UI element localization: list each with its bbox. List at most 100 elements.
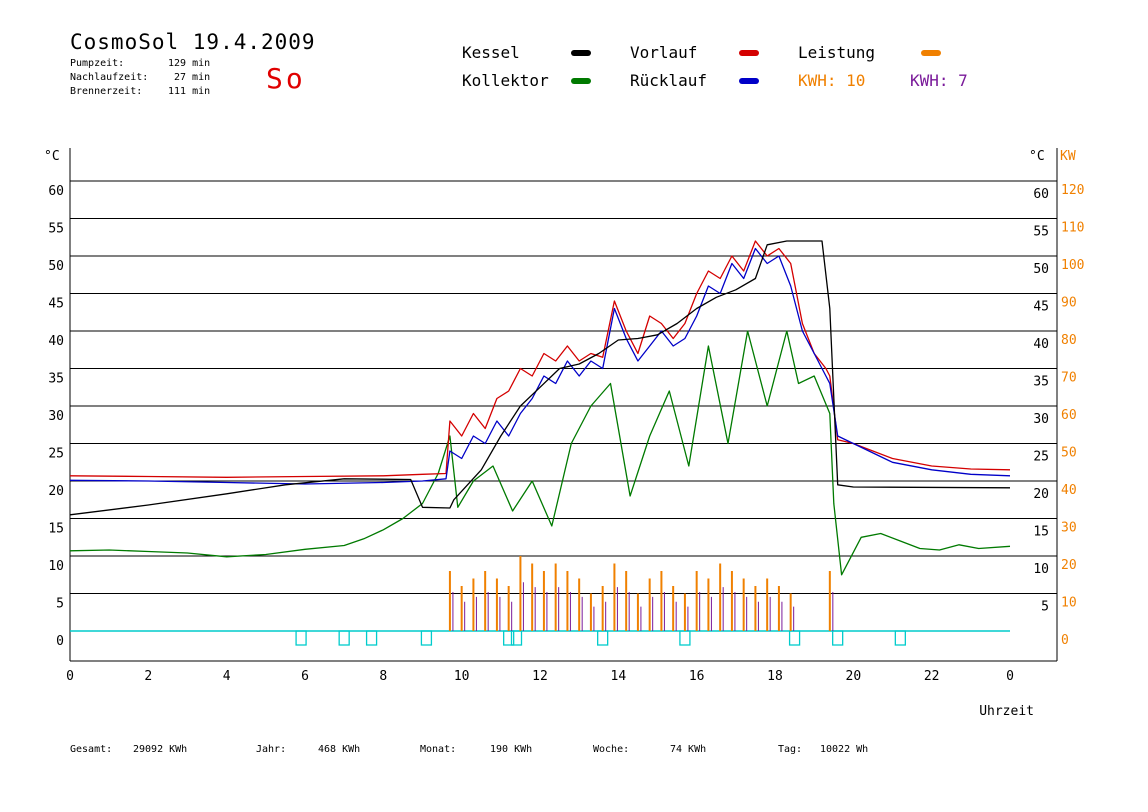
x-axis-label: Uhrzeit: [979, 704, 1034, 719]
y-tick-label-left: 60: [48, 184, 64, 199]
legend-kessel: Kessel: [462, 43, 520, 62]
x-tick-label: 10: [454, 669, 470, 684]
pump-marker: [338, 630, 350, 646]
y-tick-label-kw: 20: [1061, 558, 1077, 573]
legend-swatch-kessel: [571, 50, 591, 56]
legend-kollektor: Kollektor: [462, 71, 549, 90]
x-tick-label: 0: [66, 669, 74, 684]
pump-marker: [365, 630, 378, 646]
y-tick-label-left: 50: [48, 259, 64, 274]
y-tick-label-kw: 90: [1061, 296, 1077, 311]
y-tick-label-kw: 30: [1061, 521, 1077, 536]
series-kessel: [69, 240, 1011, 516]
pump-marker: [788, 630, 801, 646]
footer-tag-value: 10022 Wh: [820, 744, 869, 755]
y-tick-label-left: 0: [56, 634, 64, 649]
y-tick-label-kw: 120: [1061, 183, 1084, 198]
legend-kwh-purple: KWH: 7: [910, 71, 968, 90]
y-tick-label-right: 5: [1041, 600, 1049, 615]
brennerzeit-label: Brennerzeit:: [70, 86, 143, 97]
footer-jahr-value: 468 KWh: [318, 744, 361, 755]
nachlaufzeit-label: Nachlaufzeit:: [70, 72, 149, 83]
legend-kwh-orange: KWH: 10: [798, 71, 866, 90]
pump-marker: [510, 630, 523, 646]
y-tick-label-left: 45: [48, 297, 64, 312]
y-tick-label-right: 45: [1033, 300, 1049, 315]
pump-marker: [832, 630, 844, 646]
pump-marker: [420, 630, 433, 646]
legend-ruecklauf: Rücklauf: [630, 71, 708, 90]
legend-swatch-ruecklauf: [739, 78, 759, 84]
y-tick-label-kw: 60: [1061, 408, 1077, 423]
y-tick-label-kw: 0: [1061, 633, 1069, 648]
chart-title: CosmoSol 19.4.2009: [70, 30, 316, 54]
weekday-label: So: [266, 62, 306, 95]
pump-marker: [679, 630, 691, 646]
pump-marker: [295, 630, 307, 646]
series-vorlauf: [69, 240, 1011, 478]
footer-woche-value: 74 KWh: [670, 744, 707, 755]
y-tick-label-kw: 50: [1061, 446, 1077, 461]
footer-gesamt-label: Gesamt:: [70, 744, 113, 755]
y-axis-unit-left: °C: [44, 149, 60, 164]
legend-vorlauf: Vorlauf: [630, 43, 698, 62]
y-tick-label-kw: 110: [1061, 221, 1084, 236]
x-tick-label: 4: [223, 669, 231, 684]
pump-marker: [894, 630, 906, 646]
y-axis-unit-kw: KW: [1060, 149, 1076, 164]
footer-woche-label: Woche:: [593, 744, 630, 755]
y-tick-label-left: 30: [48, 409, 64, 424]
y-tick-label-kw: 100: [1061, 258, 1084, 273]
y-tick-label-left: 25: [48, 447, 64, 462]
nachlaufzeit-value: 27 min: [174, 72, 211, 83]
legend-leistung: Leistung: [798, 43, 876, 62]
y-tick-label-right: 30: [1033, 412, 1049, 427]
legend-swatch-kollektor: [571, 78, 591, 84]
x-tick-label: 12: [532, 669, 548, 684]
y-tick-label-right: 50: [1033, 262, 1049, 277]
y-tick-label-right: 15: [1033, 525, 1049, 540]
y-tick-label-left: 5: [56, 597, 64, 612]
x-tick-label: 8: [379, 669, 387, 684]
x-tick-label: 14: [611, 669, 627, 684]
legend-swatch-leistung: [921, 50, 941, 56]
y-tick-label-kw: 70: [1061, 371, 1077, 386]
pumpzeit-label: Pumpzeit:: [70, 58, 125, 69]
pump-marker: [597, 630, 609, 646]
y-tick-label-right: 10: [1033, 562, 1049, 577]
y-tick-label-right: 25: [1033, 450, 1049, 465]
x-tick-label: 18: [767, 669, 783, 684]
y-tick-label-left: 35: [48, 372, 64, 387]
y-tick-label-right: 20: [1033, 487, 1049, 502]
y-tick-label-left: 40: [48, 334, 64, 349]
brennerzeit-value: 111 min: [168, 86, 211, 97]
y-tick-label-left: 10: [48, 559, 64, 574]
y-tick-label-right: 40: [1033, 337, 1049, 352]
y-axis-unit-right: °C: [1029, 149, 1045, 164]
footer-jahr-label: Jahr:: [256, 744, 287, 755]
y-tick-label-kw: 40: [1061, 483, 1077, 498]
x-tick-label: 0: [1006, 669, 1014, 684]
x-tick-label: 22: [924, 669, 940, 684]
y-tick-label-left: 55: [48, 222, 64, 237]
y-tick-label-right: 55: [1033, 225, 1049, 240]
pumpzeit-value: 129 min: [168, 58, 211, 69]
y-tick-label-kw: 10: [1061, 596, 1077, 611]
footer-gesamt-value: 29092 KWh: [133, 744, 188, 755]
series-ruecklauf: [69, 247, 1011, 485]
x-tick-label: 2: [144, 669, 152, 684]
y-tick-label-right: 60: [1033, 187, 1049, 202]
y-tick-label-kw: 80: [1061, 333, 1077, 348]
legend-swatch-vorlauf: [739, 50, 759, 56]
footer-tag-label: Tag:: [778, 744, 803, 755]
y-tick-label-left: 20: [48, 484, 64, 499]
y-tick-label-right: 35: [1033, 375, 1049, 390]
x-tick-label: 6: [301, 669, 309, 684]
footer-monat-label: Monat:: [420, 744, 457, 755]
x-tick-label: 16: [689, 669, 705, 684]
pump-marker: [503, 630, 515, 646]
y-tick-label-left: 15: [48, 522, 64, 537]
x-tick-label: 20: [846, 669, 862, 684]
series-kollektor: [69, 330, 1011, 576]
